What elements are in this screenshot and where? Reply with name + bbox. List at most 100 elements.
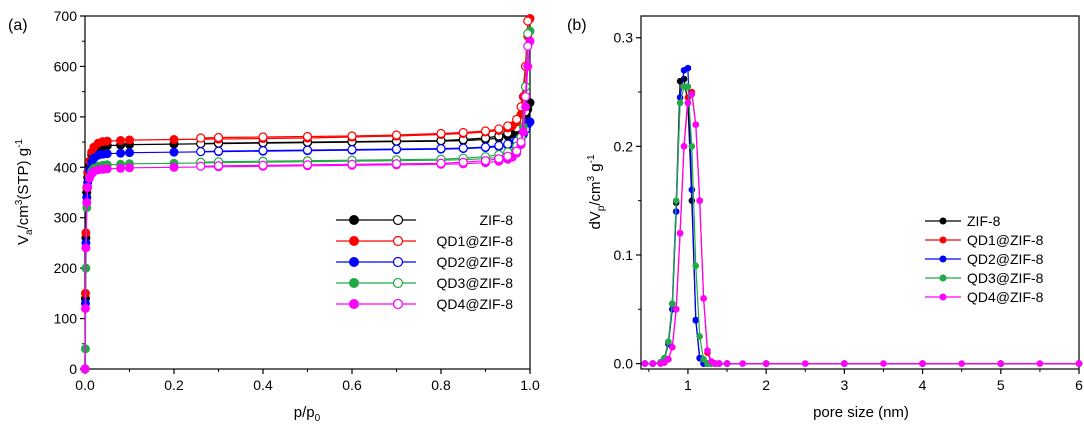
panel-b-legend-item: QD4@ZIF-8: [925, 289, 1044, 305]
panel-a-legend-marker-open: [392, 256, 404, 268]
panel-a-y-tick-label: 200: [54, 260, 78, 276]
panel-b-series-line: [644, 78, 1079, 365]
panel-b-x-tick-label: 5: [997, 377, 1005, 393]
panel-b-series-point: [880, 360, 887, 367]
panel-a-legend-marker-open: [392, 214, 404, 226]
panel-a-legend-label: QD1@ZIF-8: [437, 233, 514, 249]
panel-a-legend-marker-filled: [349, 236, 359, 246]
panel-b-series-point: [704, 347, 711, 354]
panel-a-ylabel-mid: /cm: [15, 205, 32, 229]
panel-a-desorption-point: [458, 157, 468, 167]
panel-b-axes: 1 2 3 4 5 6 0.0 0.1 0.2 0.3: [614, 15, 1083, 393]
panel-a-adsorption-point: [116, 136, 126, 146]
panel-a-legend-marker-filled: [349, 299, 359, 309]
panel-a-adsorption-point: [125, 148, 134, 158]
panel-b-series-point: [672, 197, 680, 204]
panel-a-desorption-point: [503, 121, 513, 131]
panel-b-legend-marker: [939, 255, 947, 263]
panel-b-series-point: [665, 338, 672, 346]
panel-b-legend-marker: [939, 217, 947, 225]
panel-b-x-tick-label: 3: [840, 377, 848, 393]
panel-a-desorption-point: [436, 128, 446, 139]
panel-b-x-tick-label: 4: [919, 377, 927, 393]
panel-a-desorption-point: [503, 139, 513, 149]
panel-a-desorption-point: [258, 146, 268, 156]
panel-b-series-point: [649, 360, 657, 367]
panel-b-legend-item: QD1@ZIF-8: [925, 232, 1044, 248]
panel-b-legend-label: QD1@ZIF-8: [967, 232, 1044, 248]
panel-a-desorption-point: [347, 159, 357, 169]
panel-a-desorption-point: [347, 145, 357, 155]
panel-a-desorption-point: [523, 41, 533, 51]
panel-b-series-point: [692, 121, 700, 128]
panel-a-legend-item: QD2@ZIF-8: [336, 254, 513, 270]
panel-a-adsorption-point: [169, 147, 179, 157]
panel-b-series-point: [668, 300, 676, 308]
panel-b-series-point: [919, 360, 926, 367]
panel-a-ylabel-v: V: [15, 235, 32, 245]
panel-b-series-point: [958, 360, 965, 367]
panel-a-ylabel-exp3: 3: [14, 199, 25, 205]
panel-b-series-point: [676, 229, 684, 237]
panel-a-legend: ZIF-8 QD1@ZIF-8 QD2@ZIF-8 QD3@ZIF-8 QD4@ZIF-…: [336, 212, 513, 312]
panel-a-desorption-point: [480, 156, 491, 166]
panel-b-series-point: [672, 305, 680, 313]
panel-b-series-point: [676, 99, 684, 107]
panel-a-xlabel-main: p/p: [294, 404, 315, 421]
panel-a-desorption-point: [213, 146, 224, 156]
panel-a-adsorption-point: [102, 149, 112, 159]
panel-a-legend-label: QD4@ZIF-8: [437, 296, 514, 312]
panel-b-series-line: [644, 90, 1079, 365]
panel-b-series-3: [641, 64, 1083, 367]
panel-b-series-point: [841, 360, 848, 367]
panel-b-x-tick-label: 6: [1075, 377, 1083, 393]
panel-a-legend-item: QD4@ZIF-8: [336, 296, 513, 312]
panel-b-legend-marker: [939, 274, 947, 282]
panel-a-desorption-point: [213, 161, 224, 171]
panel-a-desorption-point: [520, 92, 531, 102]
panel-a-desorption-point: [391, 130, 402, 140]
panel-b-series-line: [644, 92, 1079, 365]
panel-b-series-5: [641, 90, 1083, 367]
panel-a-adsorption-point: [102, 136, 112, 146]
panel-a-desorption-point: [512, 114, 522, 124]
panel-b-ylabel-expm1: -1: [586, 154, 597, 163]
panel-a-adsorption-point: [125, 135, 134, 145]
panel-a-desorption-point: [516, 137, 526, 147]
panel-b-y-axis-label: dVp/cm3 g-1: [586, 154, 607, 230]
panel-a-y-tick-label: 500: [54, 109, 78, 125]
panel-a-desorption-point: [523, 16, 533, 26]
panel-b-ylabel-exp3: 3: [586, 175, 597, 181]
panel-b-series-point: [700, 355, 707, 363]
panel-a-desorption-point: [494, 124, 504, 134]
panel-b-y-tick-label: 0.3: [614, 30, 634, 46]
panel-a-x-tick-label: 0.8: [431, 377, 451, 393]
panel-b-series-1: [641, 75, 1083, 367]
panel-a-series: [80, 14, 535, 374]
panel-a-y-tick-label: 100: [54, 311, 78, 327]
panel-b-series-point: [739, 360, 746, 367]
panel-a-desorption-point: [480, 126, 491, 136]
panel-b-series-point: [684, 64, 692, 72]
panel-a-desorption-point: [458, 143, 468, 153]
panel-a-desorption-point: [480, 142, 491, 152]
panel-a-x-axis-label: p/p0: [294, 404, 321, 424]
panel-a-legend-label: QD2@ZIF-8: [437, 254, 514, 270]
panel-a-axes: 0.0 0.2 0.4 0.6 0.8 1.0 0 100 200 300 400 500 600 700: [54, 8, 540, 393]
panel-a-desorption-point: [391, 159, 402, 169]
panel-a-legend-marker-filled: [349, 278, 359, 288]
panel-a-adsorption-point: [82, 198, 92, 208]
panel-a-desorption-point: [347, 131, 357, 141]
panel-b-series-point: [762, 360, 770, 367]
panel-a-desorption-point: [302, 131, 313, 142]
panel-b-label: (b): [567, 17, 587, 34]
panel-a-legend-marker-open: [392, 235, 404, 247]
panel-b-y-tick-label: 0.2: [614, 138, 634, 154]
panel-b-y-tick-label: 0.1: [614, 247, 634, 263]
panel-a-legend-marker-filled: [349, 257, 359, 267]
panel-b-series-point: [692, 316, 700, 324]
panel-a-adsorption-point: [116, 163, 126, 173]
panel-b-series-point: [688, 143, 696, 150]
panel-a-desorption-point: [258, 160, 268, 170]
